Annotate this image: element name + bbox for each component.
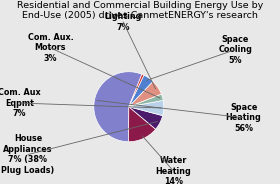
Wedge shape xyxy=(129,74,144,107)
Wedge shape xyxy=(129,107,156,142)
Text: Water
Heating
14%: Water Heating 14% xyxy=(156,156,192,184)
Wedge shape xyxy=(129,75,153,107)
Text: Residential and Commercial Building Energy Use by
End-Use (2005) drives CanmetEN: Residential and Commercial Building Ener… xyxy=(17,1,263,20)
Wedge shape xyxy=(129,81,162,107)
Text: Lighting
7%: Lighting 7% xyxy=(104,12,142,32)
Wedge shape xyxy=(129,94,163,107)
Text: Com. Aux.
Motors
3%: Com. Aux. Motors 3% xyxy=(27,33,73,63)
Text: House
Appliances
7% (38%
Plug Loads): House Appliances 7% (38% Plug Loads) xyxy=(1,135,55,175)
Text: Com. Aux
Eqpmt
7%: Com. Aux Eqpmt 7% xyxy=(0,88,41,118)
Wedge shape xyxy=(129,100,164,116)
Wedge shape xyxy=(129,107,163,129)
Wedge shape xyxy=(94,72,142,142)
Text: Space
Heating
56%: Space Heating 56% xyxy=(226,103,262,133)
Text: Space
Cooling
5%: Space Cooling 5% xyxy=(218,35,252,65)
